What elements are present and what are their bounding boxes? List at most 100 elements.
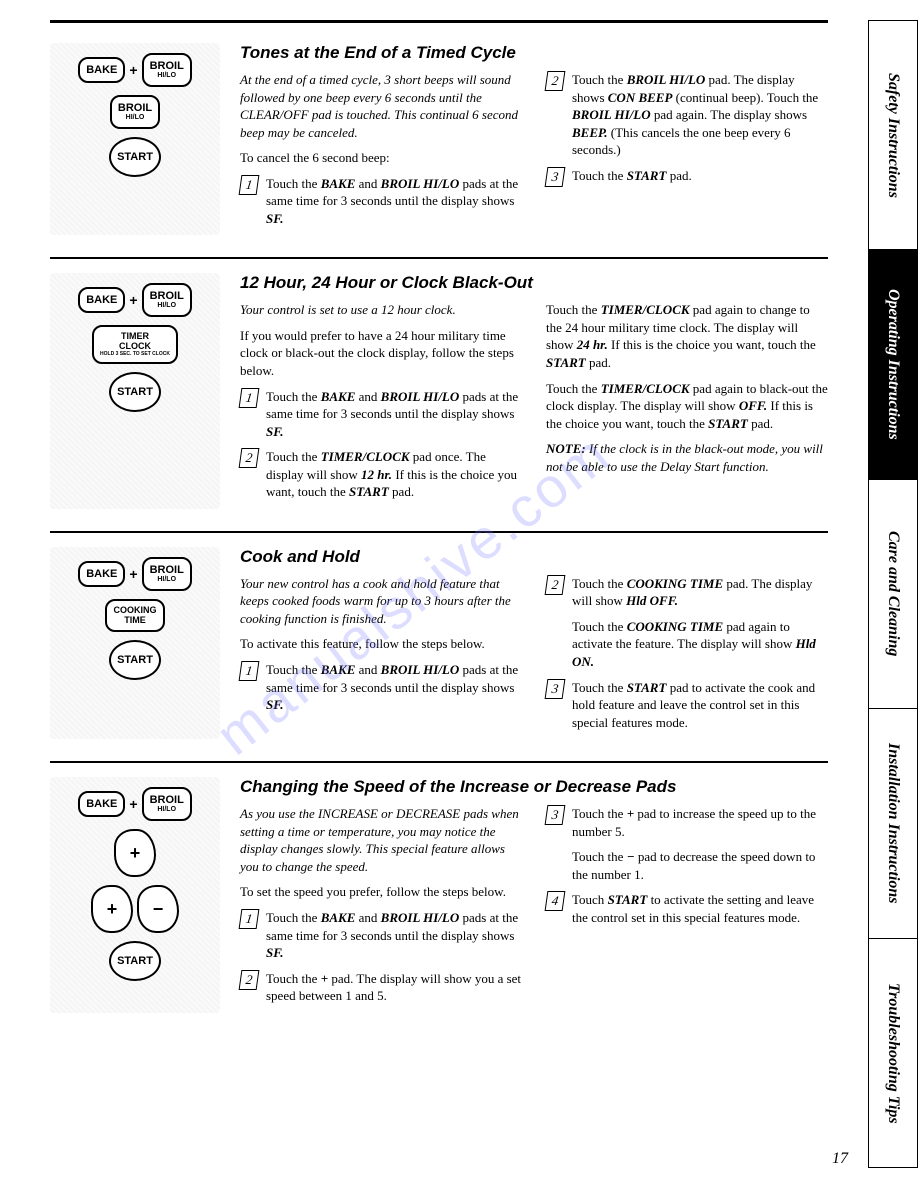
t: (continual beep). Touch the — [672, 90, 818, 105]
pad-timer-clock: TIMERCLOCKHOLD 3 SEC. TO SET CLOCK — [92, 325, 178, 364]
t: pad again. The display shows — [651, 107, 807, 122]
t: Touch the — [572, 168, 627, 183]
lead-cookhold: To activate this feature, follow the ste… — [240, 635, 522, 653]
illustration-clock: BAKE + BROILHI/LO TIMERCLOCKHOLD 3 SEC. … — [50, 273, 220, 508]
step-num-icon: 1 — [239, 909, 260, 929]
t: CON BEEP — [608, 90, 673, 105]
t: COOKING TIME — [627, 576, 723, 591]
pad-bake: BAKE — [78, 287, 125, 313]
pad-broil: BROILHI/LO — [142, 53, 192, 87]
broil-sub: HI/LO — [150, 72, 184, 80]
t: and — [355, 176, 380, 191]
t: BROIL — [150, 794, 184, 806]
tab-care[interactable]: Care and Cleaning — [869, 480, 918, 709]
rule — [50, 761, 828, 763]
intro-speed: As you use the INCREASE or DECREASE pads… — [240, 805, 522, 875]
page: BAKE + BROILHI/LO BROILHI/LO START Tones… — [0, 0, 918, 1055]
t: BAKE — [321, 389, 356, 404]
t: 24 hr. — [577, 337, 608, 352]
step-num-icon: 2 — [239, 448, 260, 468]
illustration-tones: BAKE + BROILHI/LO BROILHI/LO START — [50, 43, 220, 235]
pad-start: START — [109, 941, 161, 981]
section-speed: BAKE + BROILHI/LO + + − START Changing t… — [50, 777, 828, 1022]
t: BROIL HI/LO — [381, 176, 460, 191]
title-clock: 12 Hour, 24 Hour or Clock Black-Out — [240, 273, 828, 293]
section-tones: BAKE + BROILHI/LO BROILHI/LO START Tones… — [50, 43, 828, 245]
t: TIMERCLOCK — [119, 331, 151, 351]
step-num-icon: 3 — [545, 167, 566, 187]
side-tabs: Safety Instructions Operating Instructio… — [868, 20, 918, 1168]
step-2-2: 2 Touch the TIMER/CLOCK pad once. The di… — [240, 448, 522, 501]
p-cookhold-3: Touch the COOKING TIME pad again to acti… — [572, 618, 828, 671]
t: pad. — [389, 484, 414, 499]
t: Touch the — [266, 971, 321, 986]
lead-clock: If you would prefer to have a 24 hour mi… — [240, 327, 522, 380]
t: SF. — [266, 945, 283, 960]
pad-broil2: BROILHI/LO — [110, 95, 160, 129]
step-2-1: 1 Touch the BAKE and BROIL HI/LO pads at… — [240, 388, 522, 441]
t: Touch the — [572, 680, 627, 695]
t: SF. — [266, 424, 283, 439]
note-clock: NOTE: If the clock is in the black-out m… — [546, 440, 828, 475]
title-speed: Changing the Speed of the Increase or De… — [240, 777, 828, 797]
t: START — [627, 680, 667, 695]
broil-sub2: HI/LO — [118, 114, 152, 122]
title-tones: Tones at the End of a Timed Cycle — [240, 43, 828, 63]
t: HI/LO — [150, 302, 184, 310]
t: BROIL HI/LO — [381, 910, 460, 925]
t: START — [708, 416, 748, 431]
t: TIMER/CLOCK — [321, 449, 410, 464]
t: SF. — [266, 697, 283, 712]
section-clock: BAKE + BROILHI/LO TIMERCLOCKHOLD 3 SEC. … — [50, 273, 828, 518]
rule — [50, 257, 828, 259]
intro-cookhold: Your new control has a cook and hold fea… — [240, 575, 522, 628]
t: + — [627, 806, 634, 821]
t: BROIL — [150, 290, 184, 302]
step-4-3: 3 Touch the + pad to increase the speed … — [546, 805, 828, 840]
step-3-1: 1 Touch the BAKE and BROIL HI/LO pads at… — [240, 661, 522, 714]
step-num-icon: 1 — [239, 661, 260, 681]
lead-speed: To set the speed you prefer, follow the … — [240, 883, 522, 901]
t: BAKE — [321, 176, 356, 191]
tab-troubleshooting[interactable]: Troubleshooting Tips — [869, 939, 918, 1168]
tab-installation[interactable]: Installation Instructions — [869, 709, 918, 938]
step-3-3: 3 Touch the START pad to activate the co… — [546, 679, 828, 732]
t: START — [627, 168, 667, 183]
step-4-1: 1 Touch the BAKE and BROIL HI/LO pads at… — [240, 909, 522, 962]
step-1-1: 1 Touch the BAKE and BROIL HI/LO pads at… — [240, 175, 522, 228]
step-num-icon: 3 — [545, 805, 566, 825]
pad-broil: BROILHI/LO — [142, 283, 192, 317]
title-cookhold: Cook and Hold — [240, 547, 828, 567]
t: Touch the — [266, 910, 321, 925]
pad-plus: + — [114, 829, 156, 877]
t: HI/LO — [150, 576, 184, 584]
t: Touch the — [572, 72, 627, 87]
step-num-icon: 2 — [545, 71, 566, 91]
rule — [50, 531, 828, 533]
step-num-icon: 4 — [545, 891, 566, 911]
t: Touch — [572, 892, 608, 907]
tab-safety[interactable]: Safety Instructions — [869, 20, 918, 250]
t: and — [355, 662, 380, 677]
t: Touch the — [266, 389, 321, 404]
t: BROIL HI/LO — [381, 662, 460, 677]
t: Touch the — [266, 662, 321, 677]
t: SF. — [266, 211, 283, 226]
intro-tones: At the end of a timed cycle, 3 short bee… — [240, 71, 522, 141]
t: If the clock is in the black-out mode, y… — [546, 441, 823, 474]
t: BROIL HI/LO — [627, 72, 706, 87]
p-clock-4: Touch the TIMER/CLOCK pad again to black… — [546, 380, 828, 433]
section-cookhold: BAKE + BROILHI/LO COOKINGTIME START Cook… — [50, 547, 828, 749]
t: Touch the — [266, 449, 321, 464]
step-1-3: 3 Touch the START pad. — [546, 167, 828, 187]
pad-minus: − — [137, 885, 179, 933]
plus-sign: + — [129, 566, 137, 582]
step-4-2: 2 Touch the + pad. The display will show… — [240, 970, 522, 1005]
step-num-icon: 2 — [239, 970, 260, 990]
plus-sign: + — [129, 62, 137, 78]
t: BEEP. — [572, 125, 608, 140]
t: Touch the — [266, 176, 321, 191]
t: START — [546, 355, 586, 370]
tab-operating[interactable]: Operating Instructions — [869, 250, 918, 479]
t: COOKING TIME — [627, 619, 723, 634]
